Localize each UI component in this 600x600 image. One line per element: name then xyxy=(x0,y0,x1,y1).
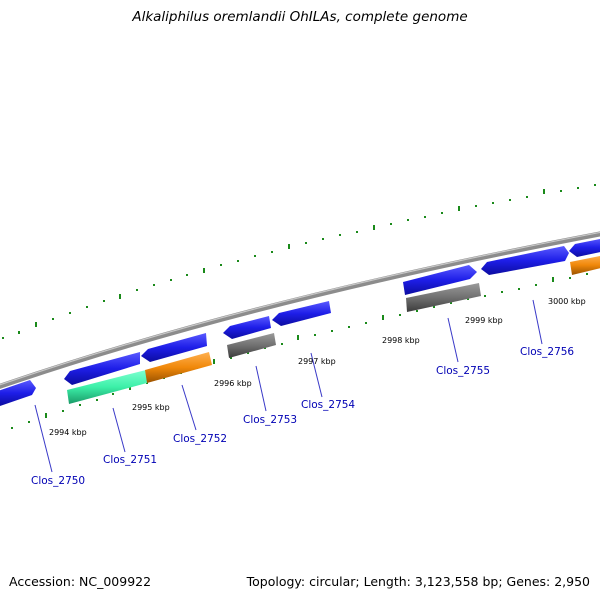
gene-arrow[interactable] xyxy=(406,283,481,312)
genome-backbone-highlight xyxy=(0,231,600,386)
kbp-label: 3000 kbp xyxy=(548,297,586,306)
gene-arrow[interactable] xyxy=(67,370,147,404)
genome-backbone xyxy=(0,231,600,389)
gene-label-clos-2755[interactable]: Clos_2755 xyxy=(436,365,490,377)
gene-label-clos-2753[interactable]: Clos_2753 xyxy=(243,414,297,426)
reverse-genes xyxy=(67,255,600,404)
gene-arrow[interactable] xyxy=(145,352,212,383)
forward-genes xyxy=(0,238,600,406)
kbp-labels: 2994 kbp 2995 kbp 2996 kbp 2997 kbp 2998… xyxy=(49,297,586,437)
gene-arrow[interactable] xyxy=(141,333,207,362)
kbp-label: 2995 kbp xyxy=(132,403,170,412)
kbp-label: 2996 kbp xyxy=(214,379,252,388)
gene-arrow[interactable] xyxy=(403,265,477,295)
gene-label-clos-2750[interactable]: Clos_2750 xyxy=(31,475,85,487)
gene-labels: Clos_2750 Clos_2751 Clos_2752 Clos_2753 … xyxy=(31,346,574,487)
gene-label-clos-2756[interactable]: Clos_2756 xyxy=(520,346,574,358)
gene-arrow[interactable] xyxy=(481,246,569,275)
gene-arrow[interactable] xyxy=(64,352,140,385)
gene-arrow[interactable] xyxy=(0,380,36,406)
gene-arrow[interactable] xyxy=(570,255,600,275)
kbp-label: 2999 kbp xyxy=(465,316,503,325)
label-leaders xyxy=(34,299,543,473)
gene-label-clos-2751[interactable]: Clos_2751 xyxy=(103,454,157,466)
kbp-label: 2997 kbp xyxy=(298,357,336,366)
gene-label-clos-2754[interactable]: Clos_2754 xyxy=(301,399,355,411)
inner-tick-ring xyxy=(11,273,588,429)
kbp-label: 2998 kbp xyxy=(382,336,420,345)
accession-text: Accession: NC_009922 xyxy=(9,574,152,589)
gene-arrow[interactable] xyxy=(272,301,331,326)
gene-arrow[interactable] xyxy=(569,238,600,257)
outer-tick-ring xyxy=(2,184,596,339)
map-title: Alkaliphilus oremlandii OhILAs, complete… xyxy=(132,9,468,25)
kbp-label: 2994 kbp xyxy=(49,428,87,437)
genome-summary-text: Topology: circular; Length: 3,123,558 bp… xyxy=(246,574,590,589)
gene-arrow[interactable] xyxy=(227,333,276,358)
gene-arrow[interactable] xyxy=(223,316,271,339)
gene-label-clos-2752[interactable]: Clos_2752 xyxy=(173,433,227,445)
